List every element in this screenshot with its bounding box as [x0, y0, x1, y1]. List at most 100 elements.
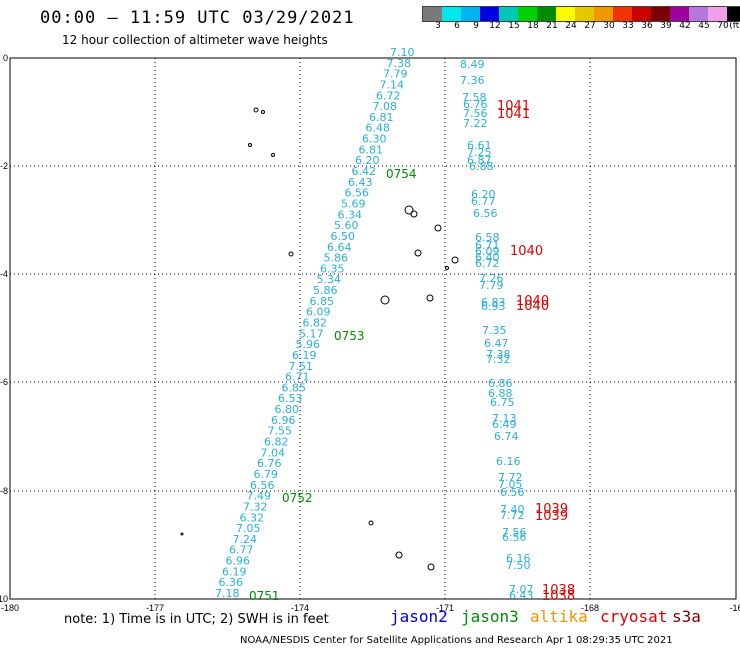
- jason3-swh-label: 7.32: [243, 500, 268, 513]
- jason3-swh-label: 6.85: [310, 295, 335, 308]
- jason3-time-label: 0752: [282, 491, 313, 505]
- color-swatch: [575, 7, 594, 21]
- color-scale-label: 30: [603, 21, 615, 31]
- jason3-swh-label: 6.36: [219, 576, 244, 589]
- east-track-swh-label: 7.72: [500, 509, 525, 522]
- jason3-swh-label: 7.51: [289, 360, 314, 373]
- island-outline: [445, 266, 449, 270]
- y-tick-label: -8: [0, 486, 8, 496]
- color-scale-label: 42: [679, 21, 691, 31]
- color-swatch: [537, 7, 556, 21]
- color-swatch: [499, 7, 518, 21]
- east-track-swh-label: 7.32: [486, 353, 511, 366]
- cryosat-time-label: 1040: [516, 294, 549, 309]
- color-scale-bar: [422, 6, 740, 22]
- east-track-swh-label: 6.87: [467, 154, 492, 167]
- jason3-swh-label: 6.85: [282, 381, 307, 394]
- cryosat-time-label: 1039: [535, 502, 568, 517]
- color-scale-label: 3: [435, 21, 441, 31]
- east-track-swh-label: 7.56: [463, 107, 488, 120]
- color-scale-label: 45: [698, 21, 710, 31]
- island-outline: [248, 143, 252, 147]
- jason3-swh-label: 6.81: [369, 111, 394, 124]
- jason3-swh-label: 6.34: [338, 208, 363, 221]
- island-outline: [434, 224, 442, 232]
- jason3-swh-label: 6.19: [292, 349, 317, 362]
- cryosat-time-label: 1041: [497, 107, 530, 122]
- jason3-swh-label: 6.56: [345, 187, 370, 200]
- cryosat-time-label: 1038: [542, 589, 575, 604]
- jason3-swh-label: 6.72: [376, 89, 401, 102]
- y-tick-label: -10: [0, 594, 8, 604]
- island-outline: [414, 249, 422, 257]
- jason3-swh-label: 5.96: [296, 338, 321, 351]
- satellite-legend-cryosat: cryosat: [600, 607, 668, 626]
- x-tick-label: -16: [729, 603, 740, 613]
- x-tick-label: -168: [581, 603, 599, 613]
- jason3-swh-label: 6.80: [275, 403, 300, 416]
- color-swatch: [423, 7, 442, 21]
- y-tick-label: -2: [0, 161, 8, 171]
- east-track-swh-label: 6.76: [463, 98, 488, 111]
- island-outline: [426, 294, 434, 302]
- x-tick-label: -180: [1, 603, 19, 613]
- color-swatch: [442, 7, 461, 21]
- jason3-swh-label: 6.09: [306, 306, 331, 319]
- jason3-swh-label: 7.10: [390, 46, 415, 59]
- color-swatch: [594, 7, 613, 21]
- jason3-swh-label: 6.56: [250, 479, 275, 492]
- color-scale-label: 9: [473, 21, 479, 31]
- jason3-time-label: 0754: [386, 167, 417, 181]
- jason3-swh-label: 6.48: [366, 122, 391, 135]
- x-tick-label: -174: [291, 603, 309, 613]
- jason3-swh-label: 5.86: [313, 284, 338, 297]
- jason3-swh-label: 6.81: [359, 143, 384, 156]
- jason3-swh-label: 6.64: [327, 241, 352, 254]
- jason3-swh-label: 6.43: [348, 176, 373, 189]
- east-track-swh-label: 7.40: [500, 503, 525, 516]
- jason3-swh-label: 6.35: [320, 262, 345, 275]
- east-track-swh-label: 6.56: [473, 207, 498, 220]
- jason3-swh-label: 5.34: [317, 273, 342, 286]
- island-outline: [395, 551, 403, 559]
- color-swatch: [670, 7, 689, 21]
- east-track-swh-label: 7.35: [482, 324, 507, 337]
- jason3-swh-label: 7.18: [215, 587, 240, 600]
- map-frame: [9, 57, 737, 600]
- jason3-swh-label: 7.38: [387, 57, 412, 70]
- color-scale-label: (ft): [729, 21, 740, 31]
- island-outline: [288, 251, 294, 257]
- jason3-swh-label: 5.86: [324, 252, 349, 265]
- color-scale-label: 27: [584, 21, 596, 31]
- color-scale-label: 36: [641, 21, 653, 31]
- units-note: note: 1) Time is in UTC; 2) SWH is in fe…: [64, 612, 329, 627]
- east-track-swh-label: 6.88: [488, 387, 513, 400]
- satellite-legend-jason3: jason3: [461, 607, 519, 626]
- cryosat-time-label: 1041: [497, 99, 530, 114]
- jason3-swh-label: 6.96: [226, 555, 251, 568]
- east-track-swh-label: 7.26: [479, 272, 504, 285]
- jason3-swh-label: 6.82: [264, 436, 289, 449]
- x-tick-label: -177: [146, 603, 164, 613]
- east-track-swh-label: 6.83: [481, 296, 506, 309]
- cryosat-time-label: 1040: [510, 244, 543, 259]
- east-track-swh-label: 6.72: [475, 257, 500, 270]
- jason3-swh-label: 5.17: [299, 327, 324, 340]
- color-scale-label: 18: [527, 21, 539, 31]
- east-track-swh-label: 6.71: [475, 239, 500, 252]
- east-track-swh-label: 6.75: [490, 396, 515, 409]
- y-tick-label: 0: [3, 53, 8, 63]
- jason3-swh-label: 6.42: [352, 165, 377, 178]
- jason3-swh-label: 6.19: [222, 565, 247, 578]
- east-track-swh-label: 7.36: [460, 74, 485, 87]
- color-scale-label: 39: [660, 21, 672, 31]
- east-track-swh-label: 6.77: [471, 195, 496, 208]
- jason3-swh-label: 6.82: [303, 317, 328, 330]
- east-track-swh-label: 6.74: [494, 430, 519, 443]
- island-outline: [180, 532, 184, 536]
- jason3-swh-label: 7.55: [268, 425, 293, 438]
- island-outline: [271, 153, 275, 157]
- east-track-swh-label: 7.56: [502, 526, 527, 539]
- east-track-swh-label: 7.13: [492, 412, 517, 425]
